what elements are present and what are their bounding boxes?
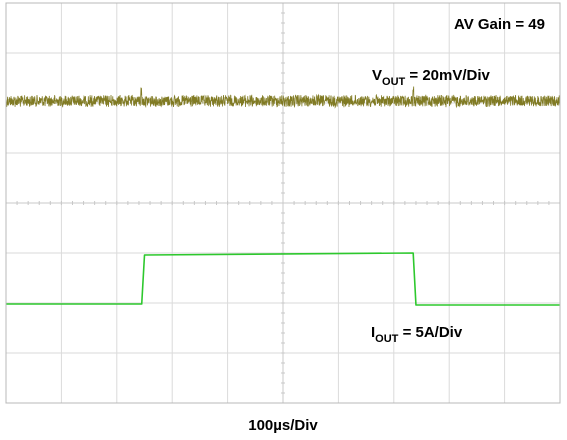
iout-symbol: I <box>371 324 375 341</box>
vout-scale-text: = 20mV/Div <box>405 67 490 84</box>
gain-annotation: AV Gain = 49 <box>454 16 545 33</box>
waveform-traces <box>5 86 561 306</box>
iout-subscript: OUT <box>375 333 399 345</box>
vout-symbol: V <box>372 67 382 84</box>
vout-subscript: OUT <box>382 76 406 88</box>
x-axis-label: 100µs/Div <box>248 417 318 434</box>
vout-noise-trace <box>5 86 561 109</box>
iout-scale-annotation: IOUT = 5A/Div <box>371 324 463 345</box>
vout-scale-annotation: VOUT = 20mV/Div <box>372 67 491 88</box>
iout-scale-text: = 5A/Div <box>398 324 462 341</box>
iout-step-trace <box>6 252 560 306</box>
plot-frame <box>5 2 561 404</box>
